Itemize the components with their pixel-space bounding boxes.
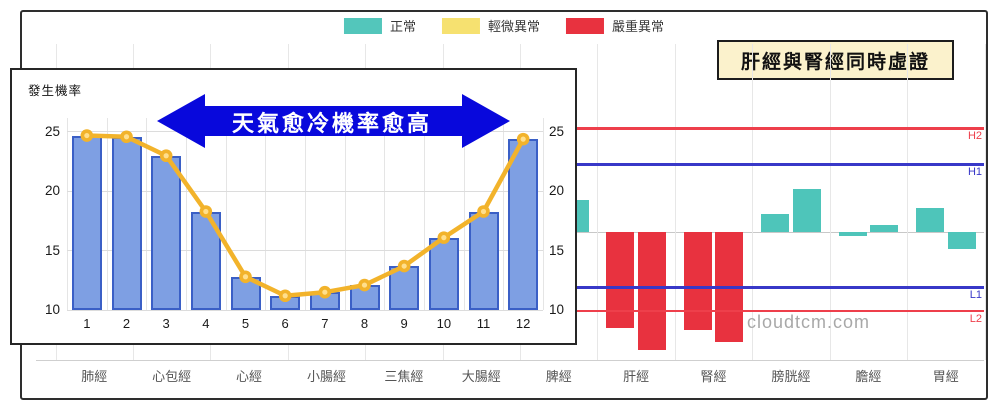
inset-ytick-left: 10 — [44, 302, 60, 317]
meridian-label: 心包經 — [152, 369, 192, 384]
meridian-bar — [606, 232, 635, 328]
double-arrow-icon — [157, 94, 510, 148]
inset-month-gridline — [106, 118, 108, 310]
inset-month-label: 3 — [162, 316, 170, 331]
inset-month-label: 11 — [476, 316, 491, 331]
meridian-label: 三焦經 — [384, 369, 424, 384]
reference-label-l2: L2 — [969, 313, 982, 326]
group-gridline — [984, 44, 986, 360]
inset-bar — [468, 211, 499, 310]
meridian-bar — [683, 232, 712, 331]
group-gridline — [674, 44, 676, 360]
inset-month-label: 5 — [241, 316, 250, 331]
meridian-label: 膀胱經 — [771, 369, 811, 384]
inset-month-gridline — [305, 118, 306, 310]
meridian-bar — [870, 224, 899, 232]
legend-swatch-mild — [441, 17, 480, 34]
inset-bar — [190, 211, 221, 310]
meridian-label: 大腸經 — [461, 369, 501, 384]
inset-ytick-left: 20 — [44, 183, 60, 199]
inset-month-label: 8 — [360, 316, 369, 331]
meridian-label: 胃經 — [932, 369, 959, 384]
inset-month-gridline — [463, 118, 465, 310]
inset-month-label: 9 — [400, 316, 408, 331]
reference-label-h2: H2 — [967, 130, 982, 143]
inset-month-gridline — [67, 118, 68, 310]
reference-label-l1: L1 — [969, 289, 982, 302]
legend: 正常 輕微異常 嚴重異常 — [343, 16, 664, 35]
inset-ytick-right: 10 — [549, 302, 565, 317]
inset-month-label: 12 — [515, 316, 531, 331]
meridian-label: 肺經 — [81, 369, 108, 384]
legend-label-normal: 正常 — [389, 19, 416, 34]
inset-hgridline — [67, 309, 543, 311]
reference-label-h1: H1 — [967, 166, 982, 179]
legend-label-mild: 輕微異常 — [487, 19, 541, 34]
meridian-bar — [838, 232, 867, 237]
inset-month-gridline — [543, 118, 544, 310]
meridian-bar — [637, 232, 666, 351]
note-box: 肝經與腎經同時虛證 — [717, 40, 954, 80]
meridian-label: 腎經 — [700, 369, 727, 384]
inset-month-gridline — [503, 118, 505, 310]
inset-ytick-left: 15 — [44, 242, 60, 258]
meridian-label: 膽經 — [855, 369, 882, 384]
inset-y-axis-title: 發生機率 — [28, 84, 83, 98]
inset-month-gridline — [146, 118, 148, 310]
legend-swatch-normal — [343, 17, 382, 34]
inset-month-gridline — [384, 118, 386, 310]
inset-ytick-right: 25 — [549, 123, 565, 139]
meridian-label: 小腸經 — [306, 369, 346, 384]
legend-item-mild: 輕微異常 — [441, 16, 541, 35]
meridian-label: 脾經 — [545, 369, 572, 384]
inset-month-gridline — [265, 118, 267, 310]
inset-month-gridline — [424, 118, 425, 310]
inset-ytick-left: 25 — [44, 123, 60, 139]
group-gridline — [829, 44, 831, 360]
watermark: cloudtcm.com — [747, 312, 871, 332]
inset-hgridline — [67, 250, 543, 252]
inset-month-label: 10 — [436, 316, 452, 331]
inset-ytick-right: 15 — [549, 242, 565, 258]
inset-bar — [508, 139, 539, 310]
inset-month-label: 2 — [122, 316, 131, 331]
inset-month-label: 7 — [321, 316, 329, 331]
inset-trend-line — [80, 129, 530, 303]
meridian-bar — [792, 188, 821, 232]
x-axis-line — [36, 360, 984, 361]
inset-month-label: 4 — [202, 316, 210, 331]
inset-month-gridline — [186, 118, 187, 310]
meridian-bar — [947, 232, 976, 250]
inset-month-label: 1 — [83, 316, 91, 331]
group-gridline — [597, 44, 599, 360]
legend-label-severe: 嚴重異常 — [612, 19, 665, 34]
inset-month-gridline — [344, 118, 346, 310]
meridian-label: 心經 — [236, 369, 263, 384]
probability-inset-card: 發生機率 25 25 20 20 15 15 10 10 1 2 3 4 5 6 7 8 9 10 11 12 天氣愈… — [10, 68, 577, 345]
group-gridline — [752, 44, 754, 360]
inset-hgridline — [67, 190, 543, 192]
inset-month-label: 6 — [281, 316, 289, 331]
meridian-bar — [761, 213, 790, 232]
meridian-bar — [916, 207, 945, 232]
inset-bar — [71, 135, 102, 310]
legend-swatch-severe — [566, 17, 605, 34]
arrow-annotation: 天氣愈冷機率愈高 — [231, 111, 432, 136]
inset-ytick-right: 20 — [549, 183, 565, 199]
legend-item-severe: 嚴重異常 — [566, 16, 664, 35]
inset-month-gridline — [225, 118, 227, 310]
meridian-label: 肝經 — [623, 369, 650, 384]
legend-item-normal: 正常 — [343, 16, 416, 35]
group-gridline — [907, 44, 909, 360]
inset-bar — [111, 136, 142, 310]
